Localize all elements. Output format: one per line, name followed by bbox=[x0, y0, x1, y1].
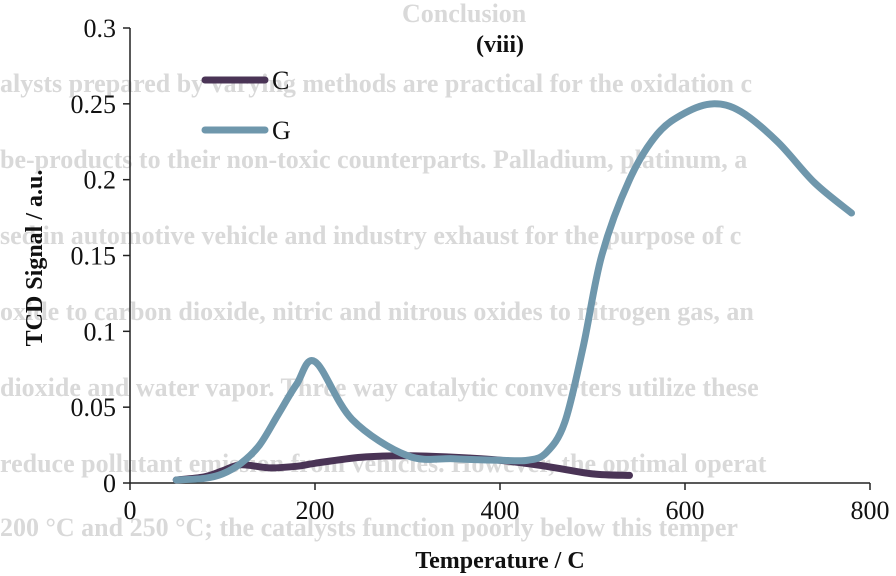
chart-title: (viii) bbox=[476, 32, 524, 58]
y-tick-label: 0.05 bbox=[71, 393, 117, 422]
background-heading: Conclusion bbox=[402, 0, 527, 28]
background-line: be-products to their non-toxic counterpa… bbox=[0, 145, 747, 174]
axes: 0 0.05 0.1 0.15 0.2 0.25 0.3 0 200 400 600 800 bbox=[71, 14, 890, 525]
y-axis-title: TCD Signal / a.u. bbox=[22, 170, 48, 347]
y-tick-label: 0.1 bbox=[84, 317, 117, 346]
legend-label-C: C bbox=[272, 66, 289, 95]
background-line: dioxide and water vapor. Three way catal… bbox=[0, 373, 759, 402]
legend-label-G: G bbox=[272, 116, 291, 145]
background-line: alysts prepared by varying methods are p… bbox=[0, 69, 752, 98]
x-tick-label: 0 bbox=[124, 496, 137, 525]
background-line: oxide to carbon dioxide, nitric and nitr… bbox=[0, 297, 754, 326]
background-line: sed in automotive vehicle and industry e… bbox=[0, 221, 741, 250]
y-tick-label: 0.3 bbox=[84, 14, 117, 43]
y-tick-label: 0.15 bbox=[71, 242, 117, 271]
x-tick-label: 400 bbox=[481, 496, 520, 525]
background-line: 200 °C and 250 °C; the catalysts functio… bbox=[0, 513, 738, 542]
x-tick-label: 800 bbox=[851, 496, 890, 525]
series-layer bbox=[172, 100, 855, 484]
x-tick-label: 600 bbox=[666, 496, 705, 525]
y-tick-label: 0.2 bbox=[84, 166, 117, 195]
series-line-G bbox=[172, 100, 855, 484]
y-tick-label: 0 bbox=[103, 469, 116, 498]
legend: CG bbox=[201, 66, 291, 145]
x-tick-label: 200 bbox=[296, 496, 335, 525]
x-axis-title: Temperature / C bbox=[415, 548, 584, 574]
y-tick-label: 0.25 bbox=[71, 90, 117, 119]
